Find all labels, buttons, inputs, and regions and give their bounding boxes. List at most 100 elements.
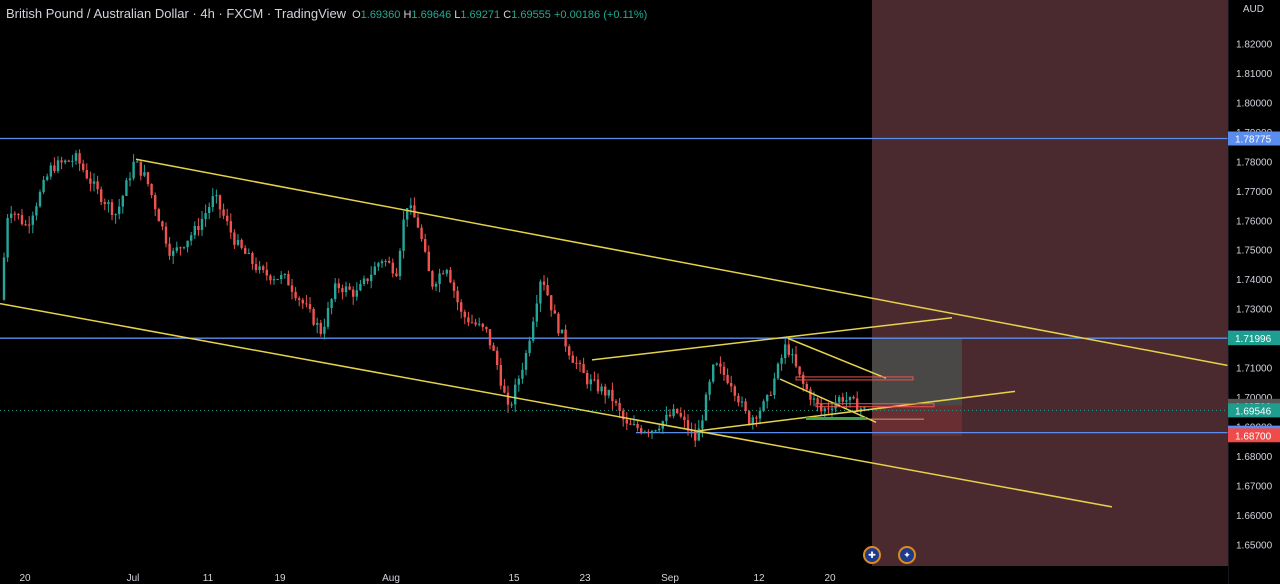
- x-tick-6: 23: [579, 573, 591, 584]
- uk-flag-icon[interactable]: ✚: [863, 546, 881, 564]
- candle-body-81: [294, 291, 297, 299]
- candle-body-220: [794, 354, 798, 367]
- candle-body-97: [352, 289, 355, 297]
- candle-body-11: [42, 179, 45, 193]
- candle-body-2: [10, 213, 13, 218]
- candle-body-157: [568, 346, 571, 356]
- candle-body-172: [622, 410, 625, 420]
- candle-body-234: [845, 400, 848, 402]
- candle-body-131: [474, 322, 477, 325]
- candle-body-207: [748, 411, 751, 425]
- candle-body-115: [416, 217, 420, 228]
- candle-body-89: [323, 326, 326, 334]
- candle-body-44: [161, 221, 164, 227]
- candle-body-195: [704, 394, 708, 421]
- y-tick-11: 1.71000: [1236, 364, 1273, 375]
- candle-body-105: [380, 261, 384, 264]
- candle-body-118: [427, 251, 430, 272]
- candle-body-120: [434, 283, 438, 287]
- candle-body-31: [114, 214, 117, 216]
- australia-flag-icon[interactable]: ✦: [898, 546, 916, 564]
- candle-body-21: [78, 153, 81, 164]
- wedge-upper-line: [591, 317, 953, 361]
- candle-body-124: [449, 269, 452, 283]
- candle-body-233: [841, 397, 844, 402]
- sell-zone-marker: [795, 376, 914, 381]
- candle-body-158: [571, 355, 574, 363]
- candle-body-90: [326, 308, 330, 327]
- candle-body-180: [650, 430, 654, 433]
- y-tick-1: 1.81000: [1236, 69, 1273, 80]
- candle-body-218: [787, 344, 790, 355]
- y-tick-9: 1.73000: [1236, 305, 1273, 316]
- candle-body-46: [168, 243, 171, 256]
- candle-body-196: [708, 381, 711, 395]
- candle-body-111: [402, 219, 405, 251]
- candle-body-181: [654, 430, 657, 432]
- candle-body-69: [251, 253, 254, 264]
- candle-body-94: [341, 288, 344, 293]
- candle-body-189: [683, 416, 686, 421]
- candle-body-71: [258, 266, 261, 271]
- candle-body-154: [557, 313, 560, 334]
- axis-currency[interactable]: AUD: [1242, 4, 1264, 15]
- candle-body-169: [611, 389, 614, 402]
- candle-body-102: [370, 274, 373, 282]
- candle-body-214: [773, 378, 776, 396]
- candle-body-186: [672, 408, 675, 417]
- x-tick-3: 19: [274, 573, 286, 584]
- candle-body-179: [647, 431, 650, 433]
- y-tick-8: 1.74000: [1236, 275, 1273, 286]
- x-tick-7: Sep: [661, 573, 679, 584]
- candle-body-216: [780, 357, 783, 364]
- candle-body-127: [460, 302, 463, 312]
- candle-body-116: [420, 227, 423, 240]
- candle-body-84: [305, 303, 308, 305]
- candle-body-3: [13, 213, 16, 215]
- sell-zone-marker-2: [815, 403, 935, 408]
- candle-body-93: [337, 283, 340, 289]
- candle-body-167: [604, 386, 607, 396]
- candle-body-215: [776, 363, 780, 379]
- candle-body-222: [802, 374, 805, 384]
- symbol-title[interactable]: British Pound / Australian Dollar · 4h ·…: [6, 6, 347, 21]
- price-label-bg-2: [1228, 331, 1280, 346]
- candle-body-74: [269, 275, 272, 281]
- candle-body-130: [470, 322, 474, 324]
- candle-body-27: [100, 189, 103, 203]
- change-value: +0.00186 (+0.11%): [553, 9, 648, 21]
- candle-body-26: [96, 181, 99, 190]
- candle-body-211: [762, 401, 765, 411]
- candle-body-160: [578, 362, 582, 364]
- candle-body-98: [355, 290, 358, 297]
- flag-upper-line: [787, 337, 887, 379]
- candle-body-225: [812, 398, 816, 400]
- candle-body-65: [236, 239, 240, 245]
- candle-body-10: [38, 192, 42, 207]
- candle-body-192: [694, 431, 697, 441]
- candle-body-37: [136, 161, 139, 163]
- candle-body-236: [852, 396, 855, 399]
- candle-body-166: [600, 386, 603, 392]
- candle-body-205: [740, 401, 744, 403]
- candle-body-182: [658, 428, 661, 431]
- candle-body-161: [582, 363, 585, 373]
- candle-body-107: [388, 261, 391, 263]
- candle-body-209: [755, 417, 758, 419]
- candle-body-13: [49, 165, 52, 177]
- candle-body-163: [589, 379, 592, 385]
- candle-body-1: [6, 217, 9, 258]
- candle-body-235: [848, 396, 852, 401]
- candle-body-109: [395, 273, 398, 277]
- candle-body-48: [175, 247, 178, 251]
- candle-body-210: [758, 410, 762, 419]
- candle-body-137: [496, 350, 499, 366]
- candle-body-29: [107, 202, 110, 205]
- candle-body-237: [856, 398, 859, 412]
- candle-body-78: [283, 274, 286, 276]
- candle-body-36: [132, 161, 135, 179]
- candle-body-168: [607, 389, 610, 396]
- candle-body-87: [316, 322, 319, 325]
- candle-body-52: [190, 235, 193, 241]
